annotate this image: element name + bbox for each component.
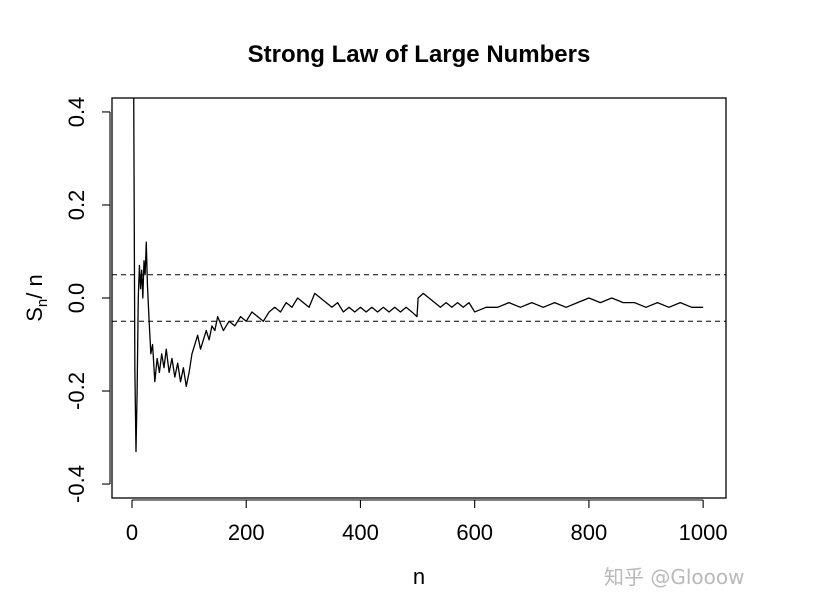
reference-lines xyxy=(112,274,726,322)
y-label-main: S xyxy=(22,307,47,322)
y-label-rest: / n xyxy=(22,274,47,298)
x-tick-label: 600 xyxy=(456,520,493,545)
series-group xyxy=(133,98,704,453)
x-axis: 0 200 400 600 800 1000 xyxy=(126,499,728,545)
x-tick-label: 0 xyxy=(126,520,138,545)
y-label-subscript: n xyxy=(34,299,51,307)
y-tick-label: 0.2 xyxy=(64,190,89,221)
plot-frame xyxy=(111,97,727,499)
x-tick-label: 800 xyxy=(571,520,608,545)
y-tick-label: -0.2 xyxy=(64,372,89,410)
watermark: 知乎 @Glooow xyxy=(604,565,744,589)
x-tick-label: 400 xyxy=(342,520,379,545)
y-axis-label: Sn/ n xyxy=(22,274,51,322)
y-tick-label: -0.4 xyxy=(64,465,89,503)
series-line-0 xyxy=(133,98,704,453)
x-axis-label: n xyxy=(413,564,425,589)
y-tick-label: 0.0 xyxy=(64,283,89,314)
x-tick-label: 1000 xyxy=(679,520,728,545)
chart-title: Strong Law of Large Numbers xyxy=(248,41,591,68)
y-tick-label: 0.4 xyxy=(64,97,89,128)
x-tick-label: 200 xyxy=(228,520,265,545)
y-axis: -0.4 -0.2 0.0 0.2 0.4 xyxy=(64,97,111,503)
